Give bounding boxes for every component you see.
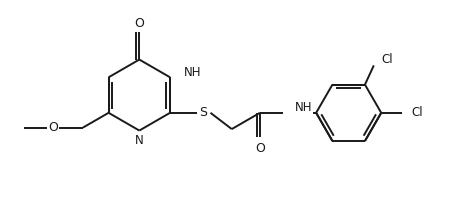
Text: O: O — [48, 121, 58, 134]
Text: Cl: Cl — [382, 53, 393, 66]
Text: O: O — [255, 142, 265, 155]
Text: N: N — [135, 134, 144, 147]
Text: S: S — [199, 106, 207, 119]
Text: NH: NH — [184, 66, 201, 79]
Text: O: O — [134, 17, 144, 30]
Text: NH: NH — [294, 101, 312, 114]
Text: Cl: Cl — [412, 106, 424, 119]
